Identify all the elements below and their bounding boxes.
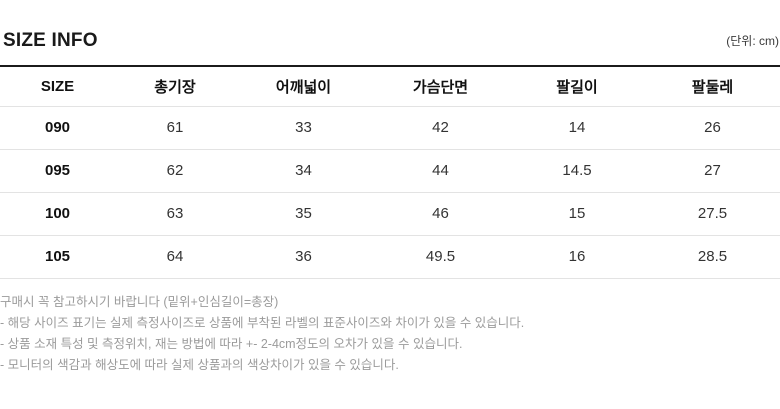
value-cell: 14.5 (562, 162, 592, 179)
value-cell: 16 (568, 248, 586, 265)
value-cell: 28.5 (697, 248, 728, 265)
column-header-size: SIZE (40, 77, 75, 95)
table-row: 100 63 35 46 15 27.5 (0, 192, 780, 235)
value-cell: 62 (166, 162, 184, 179)
note-item: - 상품 소재 특성 및 측정위치, 재는 방법에 따라 +- 2-4cm정도의… (0, 336, 463, 351)
value-cell: 34 (295, 162, 312, 179)
value-cell: 46 (432, 205, 449, 222)
page-title: SIZE INFO (3, 30, 98, 51)
value-cell: 36 (295, 248, 312, 265)
purchase-notes: 구매시 꼭 참고하시기 바랍니다 (밑위+인심길이=총장) - 해당 사이즈 표… (0, 292, 780, 376)
size-cell: 105 (44, 248, 71, 265)
note-item: - 모니터의 색감과 해상도에 따라 실제 상품과의 색상차이가 있을 수 있습… (0, 357, 399, 372)
size-cell: 090 (44, 119, 71, 136)
value-cell: 27.5 (697, 205, 728, 222)
value-cell: 15 (568, 205, 586, 222)
note-item: - 해당 사이즈 표기는 실제 측정사이즈로 상품에 부착된 라벨의 표준사이즈… (0, 315, 525, 330)
table-row: 095 62 34 44 14.5 27 (0, 149, 780, 192)
column-header-arm-circumference: 팔둘레 (691, 78, 734, 96)
size-cell: 095 (44, 162, 71, 179)
column-header-shoulder-width: 어깨넓이 (275, 78, 332, 96)
value-cell: 33 (295, 119, 312, 136)
section-header: SIZE INFO (단위: cm) (0, 0, 780, 50)
column-header-chest: 가슴단면 (412, 78, 469, 96)
value-cell: 61 (166, 119, 184, 136)
value-cell: 26 (704, 119, 721, 136)
column-header-total-length: 총기장 (154, 78, 196, 96)
size-table: SIZE 총기장 어깨넓이 가슴단면 팔길이 팔둘레 090 61 33 42 … (0, 65, 780, 279)
table-row: 105 64 36 49.5 16 28.5 (0, 235, 780, 278)
value-cell: 42 (432, 119, 449, 136)
size-cell: 100 (44, 205, 71, 222)
value-cell: 44 (432, 162, 449, 179)
table-row: 090 61 33 42 14 26 (0, 106, 780, 149)
value-cell: 63 (166, 205, 184, 222)
value-cell: 64 (166, 248, 184, 265)
value-cell: 14 (568, 119, 586, 136)
note-intro: 구매시 꼭 참고하시기 바랍니다 (밑위+인심길이=총장) (0, 294, 279, 309)
value-cell: 27 (704, 162, 721, 179)
value-cell: 35 (295, 205, 312, 222)
value-cell: 49.5 (425, 248, 456, 265)
column-header-arm-length: 팔길이 (556, 78, 598, 96)
table-header-row: SIZE 총기장 어깨넓이 가슴단면 팔길이 팔둘레 (0, 66, 780, 106)
unit-label: (단위: cm) (726, 34, 779, 48)
